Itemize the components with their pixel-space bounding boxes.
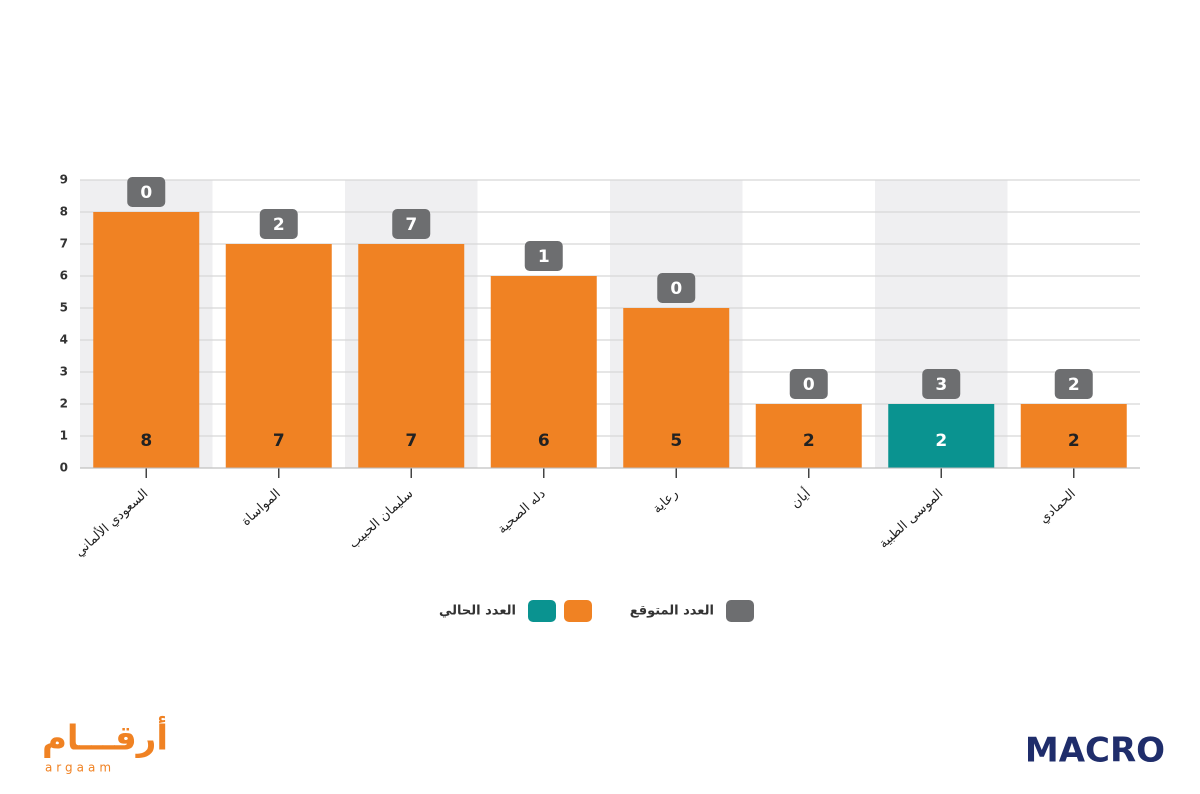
bar [358, 244, 465, 468]
logo-left: أرقـــام [42, 716, 168, 759]
y-tick-label: 1 [60, 429, 68, 443]
expected-label: 0 [803, 375, 815, 395]
legend-swatch [564, 600, 592, 622]
y-tick-label: 8 [60, 205, 68, 219]
value-label: 2 [803, 431, 815, 451]
legend-swatch [726, 600, 754, 622]
expected-label-box [1054, 369, 1093, 399]
expected-label-box [392, 209, 431, 239]
expected-label-box [789, 369, 828, 399]
value-label: 2 [1068, 431, 1080, 451]
expected-label: 3 [935, 375, 947, 395]
x-tick-label: رعاية [650, 486, 681, 516]
expected-label: 1 [538, 247, 550, 267]
x-tick-label: السعودي الألماني [71, 485, 152, 560]
x-tick-label: المواساة [239, 486, 284, 529]
x-tick-label: الحمادي [1036, 486, 1078, 526]
legend-swatch [528, 600, 556, 622]
expected-label: 0 [670, 279, 682, 299]
y-tick-label: 6 [60, 269, 68, 283]
expected-label: 0 [140, 183, 152, 203]
expected-label: 2 [273, 215, 285, 235]
expected-label-box [259, 209, 298, 239]
value-label: 5 [670, 431, 682, 451]
expected-label-box [922, 369, 961, 399]
value-label: 6 [538, 431, 550, 451]
x-tick-label: أيان [787, 485, 814, 512]
bar [755, 404, 862, 468]
legend-label: العدد المتوقع [630, 604, 714, 619]
x-tick-label: دله الصحية [495, 486, 549, 537]
value-label: 2 [935, 431, 947, 451]
y-tick-label: 0 [60, 461, 68, 475]
expected-label-box [524, 241, 563, 271]
logo-left-sub: argaam [45, 761, 115, 775]
y-tick-label: 5 [60, 301, 68, 315]
logo-right: MACRO [1025, 731, 1165, 771]
bar [225, 244, 332, 468]
value-label: 8 [140, 431, 152, 451]
y-tick-label: 2 [60, 397, 68, 411]
value-label: 7 [273, 431, 285, 451]
x-tick-label: سليمان الحبيب [346, 486, 416, 551]
expected-label: 7 [405, 215, 417, 235]
expected-label: 2 [1068, 375, 1080, 395]
x-tick-label: الموسى الطبية [876, 486, 946, 551]
expected-label-box [127, 177, 166, 207]
y-tick-label: 4 [60, 333, 68, 347]
y-tick-label: 7 [60, 237, 68, 251]
bar [623, 308, 730, 468]
y-tick-label: 3 [60, 365, 68, 379]
bar [93, 212, 200, 468]
legend-label: العدد الحالي [439, 604, 516, 619]
bar [490, 276, 597, 468]
y-tick-label: 9 [60, 173, 68, 187]
bar [888, 404, 995, 468]
value-label: 7 [405, 431, 417, 451]
expected-label-box [657, 273, 696, 303]
bar [1020, 404, 1127, 468]
